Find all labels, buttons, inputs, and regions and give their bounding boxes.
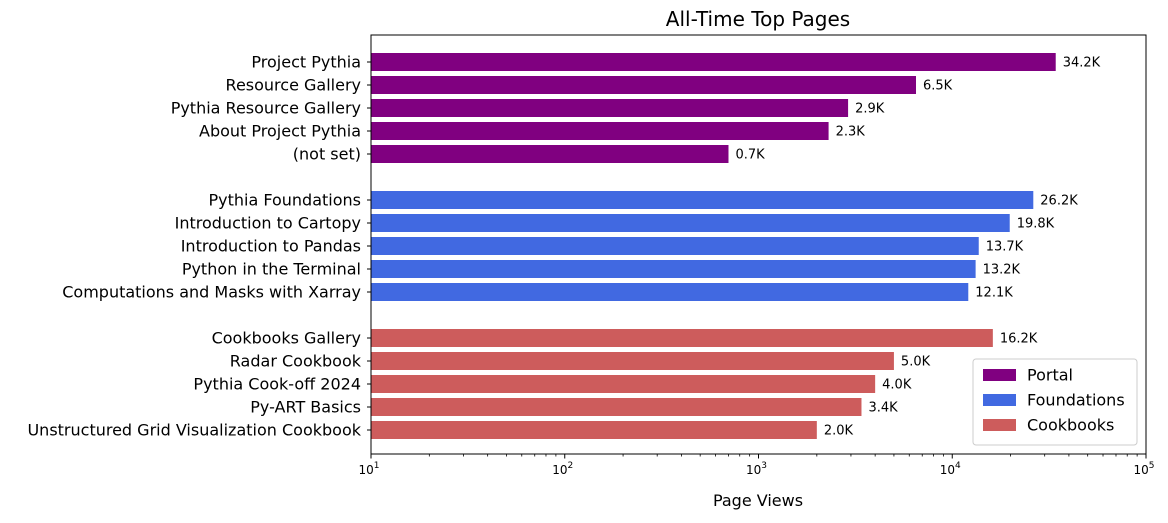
legend-swatch — [983, 369, 1016, 381]
x-tick-base: 10 — [746, 463, 761, 477]
bar — [371, 99, 849, 117]
x-tick-label: 105 — [1133, 461, 1154, 477]
category-label: Pythia Foundations — [208, 191, 361, 210]
bar — [371, 283, 969, 301]
value-label: 12.1K — [975, 286, 1013, 301]
legend: Portal Foundations Cookbooks — [972, 358, 1138, 446]
category-label: Py-ART Basics — [250, 398, 361, 417]
value-label: 13.7K — [986, 240, 1024, 255]
value-label: 13.2K — [983, 263, 1021, 278]
legend-label: Foundations — [1027, 391, 1125, 410]
bar — [371, 352, 894, 370]
category-label: (not set) — [293, 145, 361, 164]
bar — [371, 260, 976, 278]
value-label: 19.8K — [1017, 217, 1055, 232]
x-tick-label: 102 — [552, 461, 573, 477]
chart-title: All-Time Top Pages — [666, 7, 850, 31]
category-label: Computations and Masks with Xarray — [62, 283, 361, 302]
bar — [371, 76, 917, 94]
value-label: 0.7K — [735, 148, 765, 163]
x-tick-base: 10 — [1133, 463, 1148, 477]
x-tick-exponent: 5 — [1149, 461, 1155, 471]
x-tick-exponent: 2 — [568, 461, 574, 471]
value-label: 3.4K — [868, 401, 898, 416]
legend-label: Cookbooks — [1027, 416, 1114, 435]
category-label: Pythia Resource Gallery — [171, 99, 361, 118]
value-label: 26.2K — [1040, 194, 1078, 209]
value-label: 5.0K — [901, 355, 931, 370]
category-label: About Project Pythia — [199, 122, 361, 141]
category-label: Radar Cookbook — [230, 352, 362, 371]
bar — [371, 53, 1056, 71]
category-label: Introduction to Pandas — [181, 237, 361, 256]
category-label: Resource Gallery — [226, 76, 361, 95]
category-label: Introduction to Cartopy — [175, 214, 361, 233]
x-axis-label: Page Views — [713, 491, 803, 510]
plot-area: Project Pythia 34.2K Resource Gallery 6.5K P… — [27, 53, 1100, 440]
category-label: Unstructured Grid Visualization Cookbook — [27, 421, 361, 440]
value-label: 4.0K — [882, 378, 912, 393]
bar — [371, 375, 876, 393]
category-label: Project Pythia — [251, 53, 361, 72]
x-axis: 101 102 103 104 105 — [358, 454, 1155, 477]
category-label: Cookbooks Gallery — [212, 329, 361, 348]
bar — [371, 191, 1034, 209]
x-tick-label: 104 — [940, 461, 961, 477]
value-label: 16.2K — [1000, 332, 1038, 347]
value-label: 2.3K — [836, 125, 866, 140]
x-tick-base: 10 — [358, 463, 373, 477]
x-tick-base: 10 — [552, 463, 567, 477]
bar — [371, 329, 993, 347]
legend-swatch — [983, 394, 1016, 406]
bar — [371, 398, 862, 416]
legend-swatch — [983, 419, 1016, 431]
category-label: Pythia Cook-off 2024 — [193, 375, 361, 394]
x-tick-exponent: 1 — [374, 461, 380, 471]
bar — [371, 237, 979, 255]
value-label: 34.2K — [1063, 56, 1101, 71]
bar — [371, 421, 817, 439]
x-tick-label: 101 — [358, 461, 379, 477]
plot-frame — [370, 34, 1147, 455]
legend-label: Portal — [1027, 366, 1073, 385]
x-tick-exponent: 3 — [761, 461, 767, 471]
bar — [371, 145, 729, 163]
bar — [371, 122, 829, 140]
x-tick-label: 103 — [746, 461, 767, 477]
value-label: 2.9K — [855, 102, 885, 117]
x-tick-exponent: 4 — [955, 461, 961, 471]
category-label: Python in the Terminal — [182, 260, 361, 279]
bar — [371, 214, 1010, 232]
value-label: 2.0K — [824, 424, 854, 439]
x-tick-base: 10 — [940, 463, 955, 477]
value-label: 6.5K — [923, 79, 953, 94]
